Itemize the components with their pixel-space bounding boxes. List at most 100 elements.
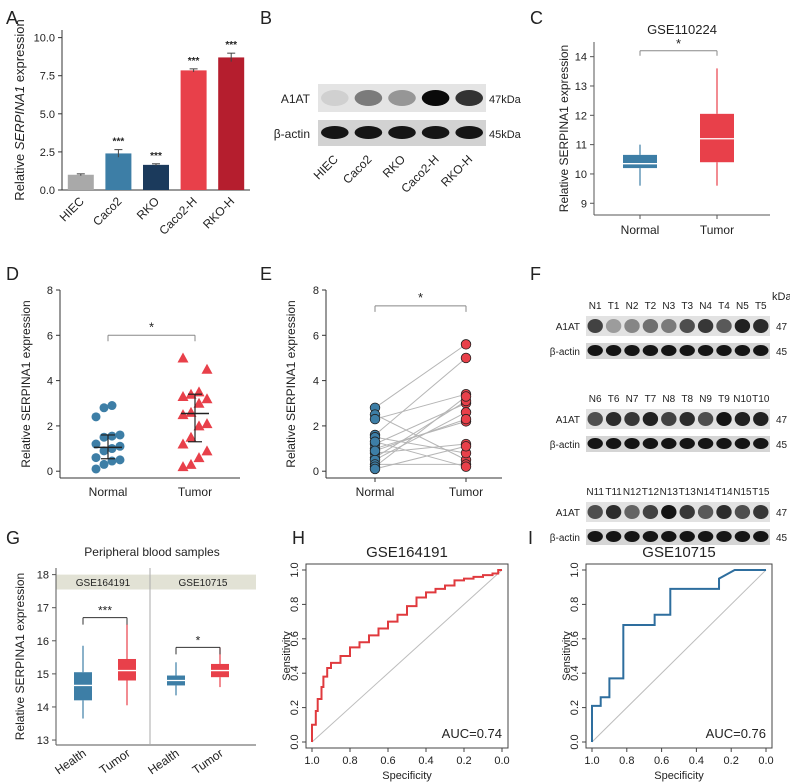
x-tick-label: RKO [134, 194, 162, 222]
lane-label: N1 [589, 301, 602, 312]
data-point-normal [369, 463, 381, 475]
a1at-band [624, 412, 640, 426]
lane-label: T1 [608, 301, 620, 312]
data-point-tumor [201, 445, 213, 456]
a1at-band [642, 412, 659, 426]
x-tick-label: 0.0 [758, 755, 773, 767]
actin-band [661, 438, 677, 449]
actin-band [388, 126, 416, 139]
lane-label: N4 [699, 301, 712, 312]
diagonal-reference [311, 569, 503, 743]
actin-band [697, 345, 714, 356]
actin-band [321, 126, 349, 139]
y-tick-label: 4 [47, 376, 53, 388]
chart-title: GSE164191 [366, 544, 448, 561]
panel-letter-I: I [528, 528, 533, 548]
lane-label: N3 [662, 301, 675, 312]
actin-band [624, 531, 640, 542]
data-point-normal [91, 439, 101, 449]
panel-letter-C: C [530, 8, 543, 28]
lane-label: N14 [696, 487, 715, 498]
significance-label: * [418, 290, 423, 305]
y-tick-label: 18 [37, 570, 49, 582]
data-point-tumor [460, 413, 472, 425]
lane-label: T13 [679, 487, 697, 498]
ylabel-prefix: Relative [12, 150, 27, 201]
data-point-normal [91, 412, 101, 422]
data-point-tumor [193, 452, 205, 463]
facet-strip [56, 574, 256, 590]
y-tick-label: 8 [313, 285, 319, 297]
roc-curve [591, 569, 766, 742]
actin-band [354, 126, 383, 139]
data-point-normal [91, 453, 101, 463]
x-tick-label: HIEC [57, 194, 87, 224]
bar-RKO [143, 164, 169, 190]
x-tick-label: 0.2 [724, 755, 739, 767]
data-point-tumor [185, 431, 197, 442]
data-point-normal [91, 464, 101, 474]
x-tick-label: Caco2-H [156, 194, 199, 237]
y-axis-label: Relative SERPINA1 expression [12, 19, 27, 200]
blot-row-label: β-actin [274, 127, 310, 141]
bar-Caco2-H [180, 70, 207, 190]
y-tick-label: 0.4 [569, 666, 581, 681]
auc-annotation: AUC=0.74 [442, 726, 502, 741]
significance-label: * [196, 633, 201, 647]
y-tick-label: 0 [47, 466, 53, 478]
a1at-band [661, 319, 677, 333]
box-Tumor [700, 113, 734, 163]
lane-label: N6 [589, 394, 602, 405]
a1at-band [753, 505, 769, 519]
actin-band [605, 438, 622, 449]
a1at-band [421, 90, 450, 106]
actin-band [734, 345, 751, 356]
pair-line [374, 400, 467, 459]
significance-label: *** [98, 604, 112, 618]
facet-label: GSE164191 [76, 578, 131, 589]
y-tick-label: 0.8 [569, 597, 581, 612]
panel-letter-G: G [6, 528, 20, 548]
actin-band [661, 531, 677, 542]
lane-label: RKO [380, 152, 408, 180]
a1at-band [716, 412, 732, 426]
y-tick-label: 17 [37, 603, 49, 615]
lane-label: T15 [752, 487, 770, 498]
lane-label: T2 [645, 301, 657, 312]
a1at-band [753, 319, 769, 333]
x-tick-label: 0.4 [689, 755, 704, 767]
actin-band [734, 531, 751, 542]
x-tick-label: Tumor [449, 485, 483, 499]
a1at-band [697, 319, 714, 333]
x-tick-label: Tumor [178, 485, 212, 499]
a1at-band [697, 412, 714, 426]
bar-Caco2 [105, 153, 132, 190]
a1at-band [624, 505, 640, 519]
panel-letter-E: E [260, 264, 272, 284]
x-tick-label: Tumor [97, 746, 133, 777]
a1at-band [734, 505, 751, 519]
blot-size-label: 45 [776, 533, 788, 544]
y-tick-label: 2 [313, 421, 319, 433]
lane-label: T7 [645, 394, 657, 405]
x-tick-label: Health [52, 746, 88, 777]
facet-label: GSE10715 [179, 578, 228, 589]
blot-size-label: 45kDa [489, 129, 522, 141]
y-tick-label: 1.0 [569, 562, 581, 577]
x-tick-label: 0.8 [619, 755, 634, 767]
y-tick-label: 14 [575, 52, 587, 64]
blot-row-label: A1AT [556, 322, 580, 333]
x-tick-label: Normal [89, 485, 128, 499]
y-axis-label: Relative SERPINA1 expression [13, 573, 27, 740]
actin-band [642, 345, 659, 356]
x-tick-label: RKO-H [200, 194, 237, 231]
x-tick-label: Caco2 [90, 194, 125, 229]
lane-label: N2 [626, 301, 639, 312]
blot-row-label: A1AT [556, 508, 580, 519]
chart-title: Peripheral blood samples [84, 545, 219, 559]
bar-RKO-H [218, 57, 245, 190]
y-tick-label: 4 [313, 376, 319, 388]
lane-label: N12 [623, 487, 642, 498]
chart-title: GSE110224 [647, 22, 717, 37]
